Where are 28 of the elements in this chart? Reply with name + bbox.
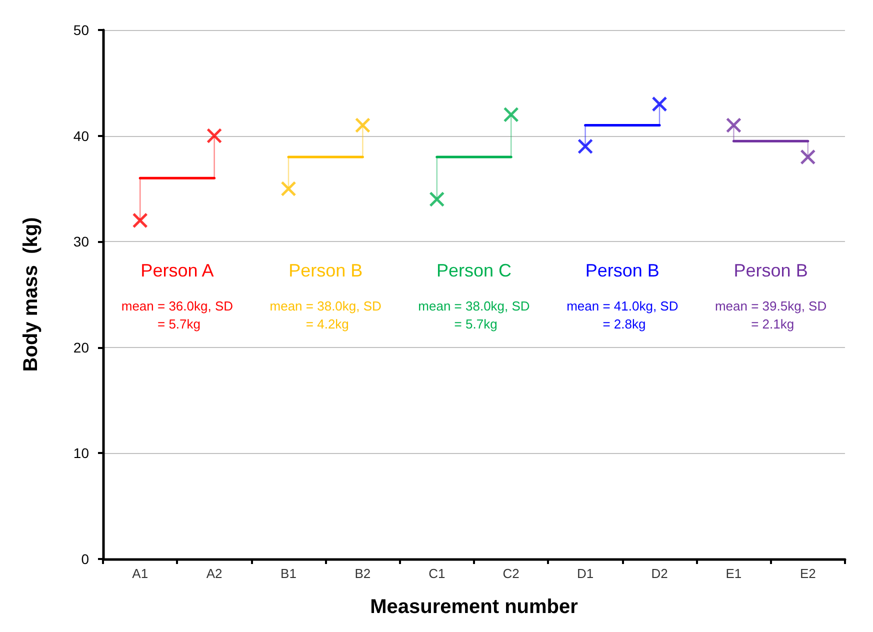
- text: Person B: [585, 260, 660, 281]
- annotation: mean = 36.0kg, SD = 5.7kg: [121, 298, 234, 332]
- y-tick-label: 50: [73, 22, 90, 38]
- x-tick-label: B1: [280, 566, 296, 581]
- annotation: mean = 38.0kg, SD = 4.2kg: [270, 298, 382, 332]
- y-tick-label: 20: [73, 339, 90, 356]
- x-tick-label: A1: [132, 566, 148, 581]
- y-tick-label: 10: [73, 445, 90, 462]
- x-tick-label: E2: [800, 566, 816, 581]
- x-tick-label: D2: [651, 566, 668, 581]
- y-tick-label: 30: [73, 234, 90, 250]
- x-tick-label: E1: [726, 566, 742, 581]
- x-tick-label: A2: [206, 566, 222, 581]
- y-tick-label: 40: [73, 128, 90, 144]
- x-axis-title: Measurement number: [370, 596, 578, 618]
- y-tick-label: 0: [81, 551, 90, 567]
- x-tick-label: D1: [576, 566, 594, 581]
- y-axis-title: Body mass (kg): [20, 217, 42, 372]
- text: Person C: [436, 260, 512, 281]
- text: Person B: [288, 260, 363, 281]
- annotation: mean = 41.0kg, SD = 2.8kg: [566, 298, 678, 332]
- x-tick-label: B2: [354, 566, 371, 581]
- x-tick-label: C2: [502, 566, 520, 581]
- annotation: mean = 38.0kg, SD = 5.7kg: [418, 298, 530, 332]
- text: Person B: [734, 260, 808, 281]
- annotation: mean = 39.5kg, SD = 2.1kg: [714, 298, 827, 332]
- series-label: Person A: [140, 260, 214, 281]
- x-tick-label: C1: [428, 566, 446, 581]
